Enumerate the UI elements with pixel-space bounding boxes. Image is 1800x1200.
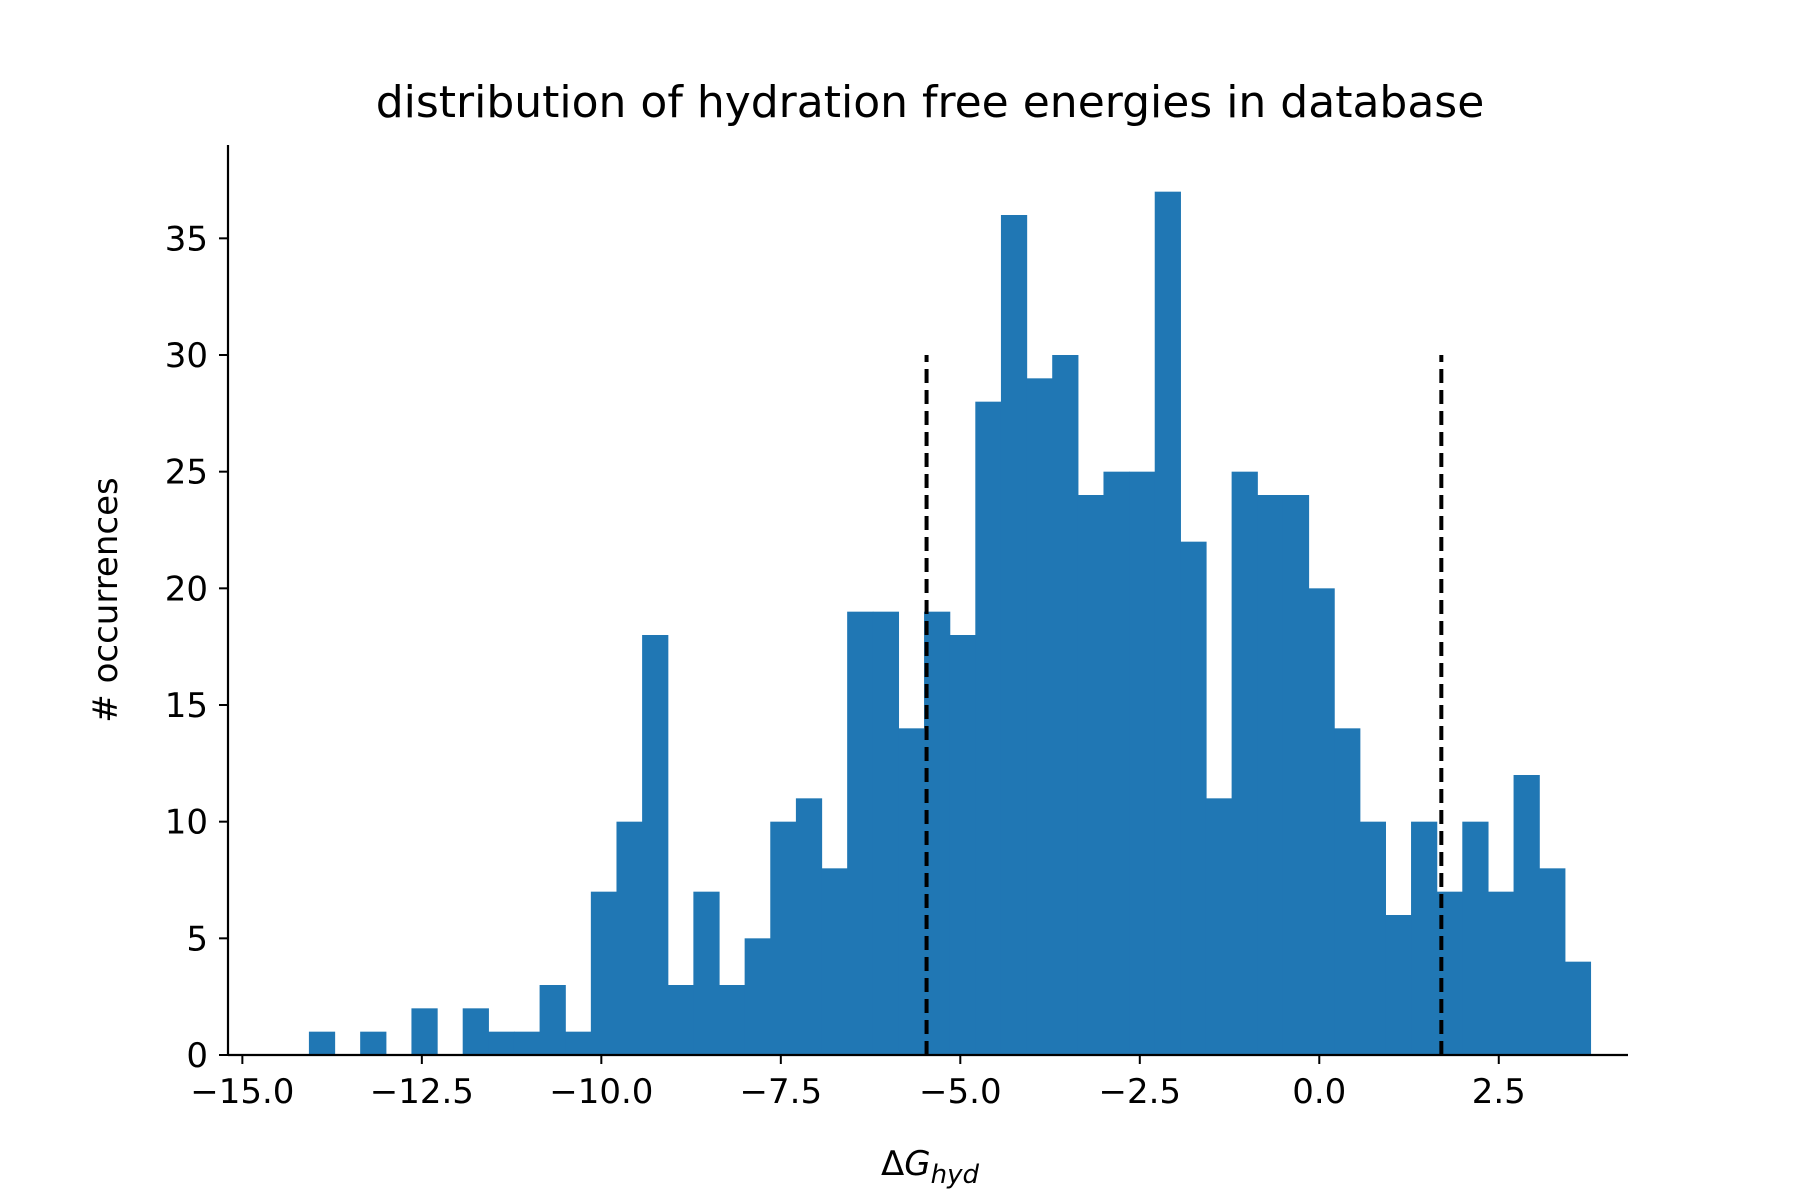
histogram-bar bbox=[1308, 588, 1335, 1055]
histogram-bar bbox=[744, 938, 771, 1055]
x-tick-label: 2.5 bbox=[1472, 1072, 1526, 1112]
x-axis-label-prefix: Δ bbox=[881, 1144, 904, 1184]
histogram-bar bbox=[949, 635, 976, 1055]
x-tick-label: −5.0 bbox=[919, 1072, 1002, 1112]
x-tick-label: −7.5 bbox=[740, 1072, 823, 1112]
x-axis-ticks: −15.0 −12.5 −10.0 −7.5 −5.0 −2.5 0.0 2.5 bbox=[190, 1055, 1526, 1112]
y-tick-label: 0 bbox=[186, 1036, 208, 1076]
x-tick-label: 0.0 bbox=[1292, 1072, 1346, 1112]
x-axis-label-symbol: G bbox=[904, 1144, 930, 1184]
histogram-bar bbox=[616, 821, 643, 1055]
histogram-bar bbox=[1026, 378, 1053, 1056]
histogram-bar bbox=[898, 728, 925, 1055]
histogram-bar bbox=[462, 1008, 489, 1055]
histogram-bar bbox=[1231, 471, 1258, 1055]
histogram-bar bbox=[795, 798, 823, 1055]
x-tick-label: −2.5 bbox=[1099, 1072, 1182, 1112]
x-axis-label-subscript: hyd bbox=[931, 1160, 980, 1190]
y-tick-label: 5 bbox=[186, 919, 208, 959]
histogram-bar bbox=[1103, 471, 1130, 1055]
histogram-bar bbox=[1154, 191, 1181, 1056]
histogram-bar bbox=[642, 635, 669, 1055]
histogram-bar bbox=[1205, 798, 1233, 1055]
histogram-bar bbox=[847, 611, 874, 1055]
histogram-bar bbox=[1000, 215, 1028, 1055]
histogram-bar bbox=[872, 611, 900, 1055]
histogram-bar bbox=[693, 891, 720, 1055]
histogram-bar bbox=[590, 891, 618, 1055]
y-tick-label: 35 bbox=[165, 219, 208, 259]
histogram-bar bbox=[1077, 495, 1105, 1055]
x-tick-label: −10.0 bbox=[549, 1072, 653, 1112]
histogram-bar bbox=[1385, 915, 1412, 1055]
y-tick-label: 30 bbox=[165, 336, 208, 376]
histogram-bar bbox=[975, 401, 1002, 1055]
x-tick-label: −12.5 bbox=[370, 1072, 474, 1112]
histogram-bar bbox=[821, 868, 848, 1055]
chart-title: distribution of hydration free energies … bbox=[376, 77, 1485, 128]
histogram-bar bbox=[1513, 775, 1540, 1055]
y-axis-label: # occurrences bbox=[86, 477, 126, 722]
x-tick-label: −15.0 bbox=[190, 1072, 294, 1112]
histogram-bar bbox=[539, 985, 566, 1055]
histogram-bar bbox=[1129, 471, 1156, 1055]
histogram-bar bbox=[308, 1031, 336, 1055]
y-tick-label: 25 bbox=[165, 453, 208, 493]
histogram-bar bbox=[513, 1031, 541, 1055]
histogram-bar bbox=[1359, 821, 1386, 1055]
histogram-bar bbox=[360, 1031, 387, 1055]
histogram-bar bbox=[1539, 868, 1566, 1055]
histogram-bar bbox=[1462, 821, 1489, 1055]
threshold-lines bbox=[924, 355, 1444, 1055]
y-axis-ticks: 0 5 10 15 20 25 30 35 bbox=[165, 219, 228, 1076]
histogram-bar bbox=[1257, 495, 1284, 1055]
histogram-bar bbox=[1487, 891, 1515, 1055]
histogram-bar bbox=[565, 1031, 592, 1055]
x-axis-label: ΔGhyd bbox=[881, 1144, 979, 1190]
histogram-bar bbox=[1052, 355, 1079, 1055]
y-tick-label: 20 bbox=[165, 569, 208, 609]
histogram-bar bbox=[1334, 728, 1361, 1055]
histogram-bar bbox=[488, 1031, 515, 1055]
y-tick-label: 15 bbox=[165, 686, 208, 726]
histogram-bar bbox=[1411, 821, 1438, 1055]
histogram-bar bbox=[1282, 495, 1310, 1055]
histogram-bar bbox=[411, 1008, 438, 1055]
histogram-bar bbox=[1180, 541, 1207, 1055]
y-tick-label: 10 bbox=[165, 803, 208, 843]
histogram-bar bbox=[667, 985, 694, 1055]
histogram-bar bbox=[1564, 961, 1592, 1055]
histogram-bar bbox=[770, 821, 797, 1055]
histogram-bar bbox=[719, 985, 746, 1055]
